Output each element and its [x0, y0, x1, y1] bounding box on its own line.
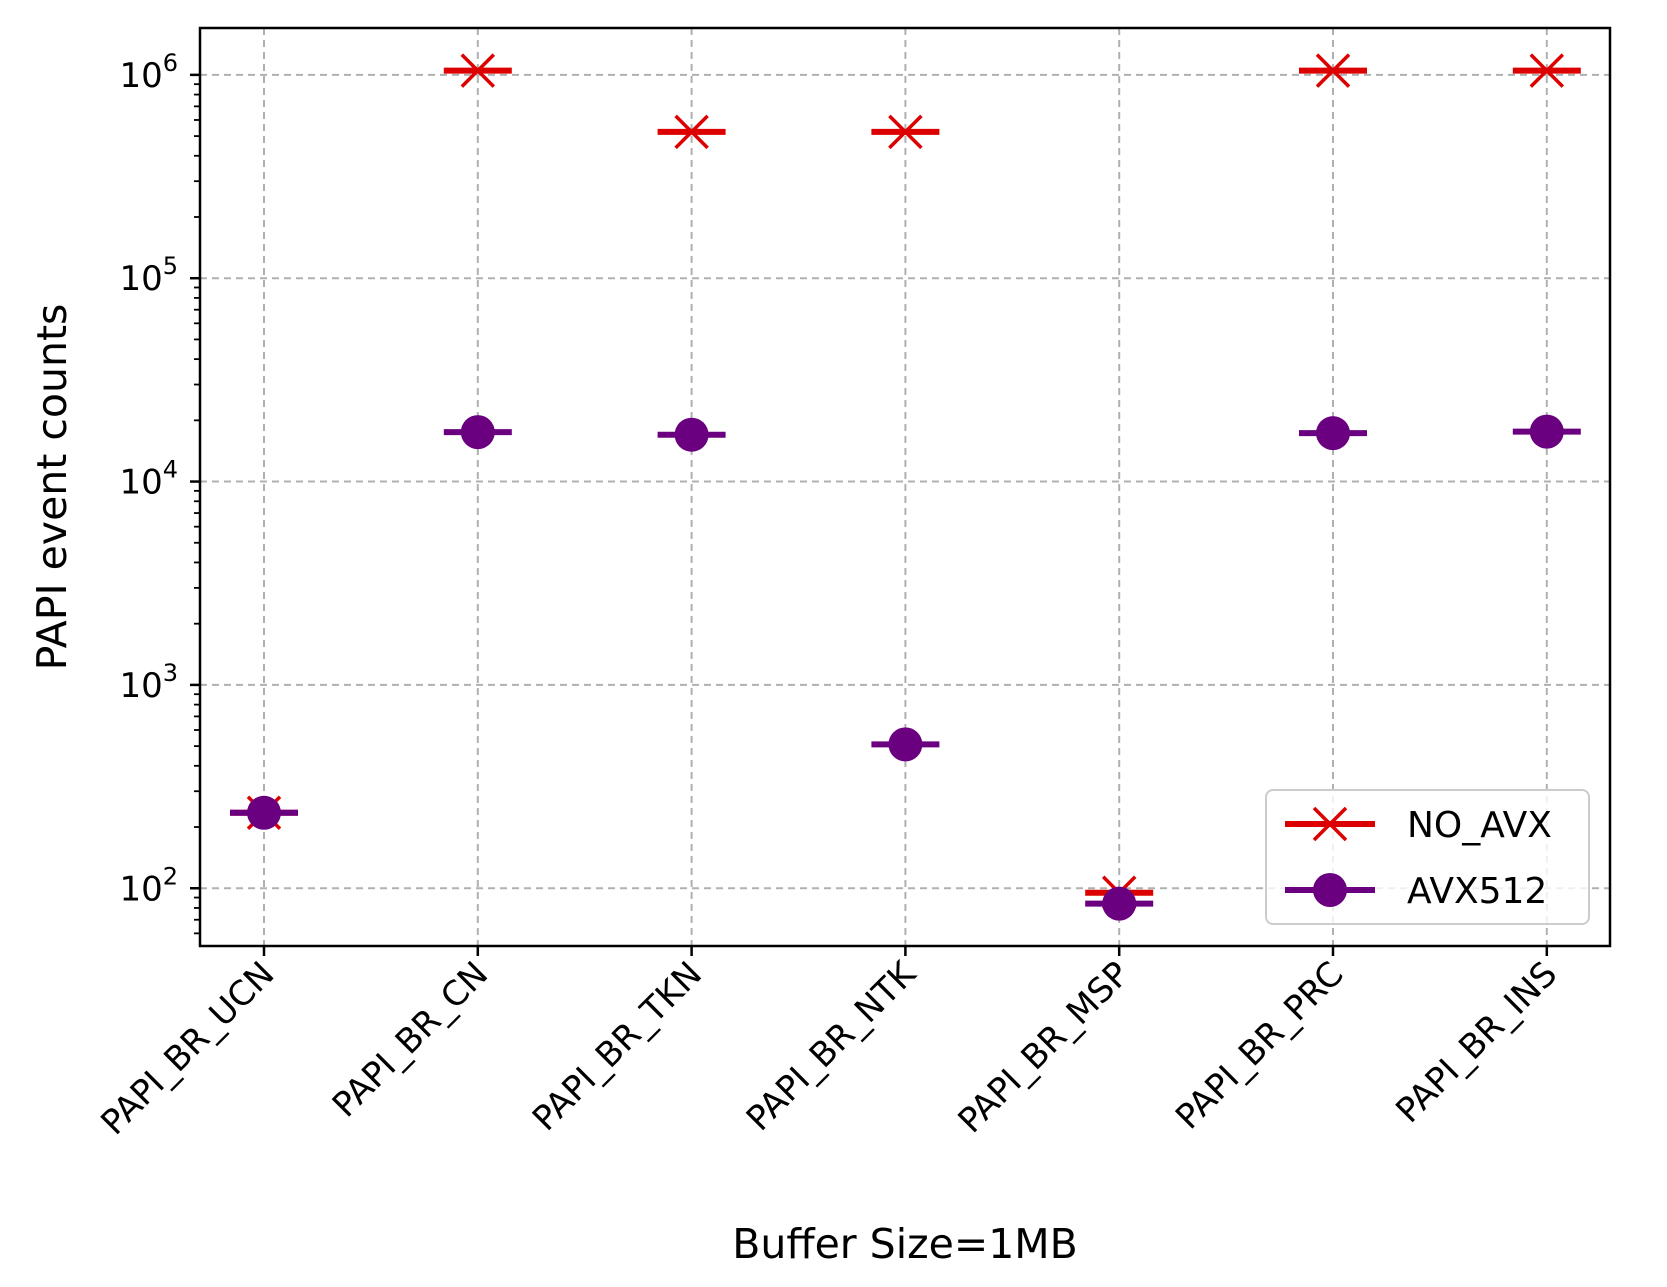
x-marker: [460, 53, 496, 88]
x-marker: [1529, 53, 1565, 88]
x-axis: PAPI_BR_UCN PAPI_BR_CN PAPI_BR_TKN PAPI_BR_…: [93, 946, 1565, 1143]
circle-marker: [888, 727, 923, 762]
legend: NO_AVX AVX512: [1265, 789, 1590, 925]
x-tick-label: PAPI_BR_UCN: [93, 954, 282, 1143]
x-tick-label: PAPI_BR_NTK: [739, 953, 925, 1139]
legend-label: AVX512: [1407, 871, 1547, 912]
x-tick-label: PAPI_BR_TKN: [525, 954, 710, 1139]
y-tick-label: 103: [119, 659, 178, 706]
x-tick-label: PAPI_BR_INS: [1388, 954, 1565, 1131]
x-tick-label: PAPI_BR_CN: [325, 954, 496, 1125]
x-tick-label: PAPI_BR_MSP: [951, 954, 1138, 1141]
x-marker: [1315, 53, 1351, 88]
circle-marker: [1529, 414, 1564, 449]
y-tick-label: 106: [119, 49, 178, 96]
y-tick-label: 104: [119, 456, 178, 503]
grid: [200, 28, 1610, 946]
y-tick-label: 105: [119, 252, 178, 299]
y-axis: 102 103 104 105 106: [119, 49, 200, 935]
circle-marker: [460, 415, 495, 450]
y-axis-label: PAPI event counts: [28, 304, 76, 671]
x-axis-label: Buffer Size=1MB: [732, 1220, 1078, 1268]
x-tick-label: PAPI_BR_PRC: [1168, 954, 1351, 1137]
x-marker: [674, 114, 709, 150]
y-tick-label: 102: [119, 862, 178, 909]
legend-entry: NO_AVX: [1285, 805, 1552, 846]
circle-marker: [247, 795, 281, 830]
circle-marker: [674, 417, 709, 452]
circle-marker: [1316, 416, 1350, 451]
circle-marker: [1102, 886, 1137, 921]
plot-marks: [230, 53, 1581, 921]
legend-label: NO_AVX: [1407, 805, 1552, 846]
legend-circle-marker: [1313, 873, 1347, 907]
legend-entry: AVX512: [1285, 871, 1547, 912]
legend-x-marker: [1312, 806, 1348, 842]
x-marker: [888, 114, 923, 150]
